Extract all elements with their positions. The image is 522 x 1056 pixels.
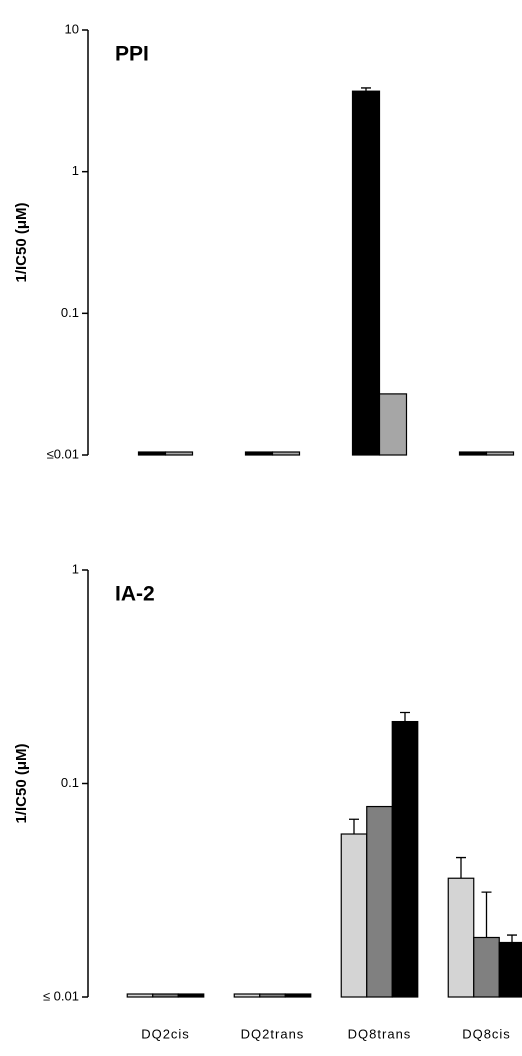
error-bar [481,891,492,938]
y-axis-label: 1/IC50 (μM) [13,202,30,282]
bar [259,993,286,998]
error-bar [361,87,371,92]
bar [271,451,301,456]
error-bar [349,818,359,835]
bar [137,451,167,456]
bar [391,720,419,998]
bar [177,993,205,998]
error-bar [507,934,517,943]
bar [126,993,154,998]
x-tick-label: DQ2trans [241,1026,305,1041]
y-tick-label: 10 [65,21,79,36]
y-tick-label: ≤ 0.01 [43,988,79,1003]
y-tick-label: 0.1 [61,305,79,320]
x-tick-label: DQ8cis [462,1026,511,1041]
bar [366,805,393,998]
x-tick-label: DQ2cis [141,1026,190,1041]
x-tick-label: DQ8trans [348,1026,412,1041]
bar [164,451,194,456]
panel-title: PPI [115,43,149,66]
bar [378,393,408,456]
bar [340,833,368,998]
y-tick-label: 1 [72,163,79,178]
bar [473,936,500,998]
bar [152,993,179,998]
y-axis-label: 1/IC50 (μM) [13,743,30,823]
bar [498,941,522,998]
bar [447,877,475,998]
bar [233,993,261,998]
y-tick-label: 0.1 [61,775,79,790]
error-bar [456,856,466,879]
bar [458,451,488,456]
error-bar [400,711,410,722]
bar [284,993,312,998]
panel-title: IA-2 [115,583,155,606]
bar [351,90,381,456]
bar [485,451,515,456]
bar [244,451,274,456]
y-tick-label: 1 [72,561,79,576]
y-tick-label: ≤0.01 [47,446,79,461]
